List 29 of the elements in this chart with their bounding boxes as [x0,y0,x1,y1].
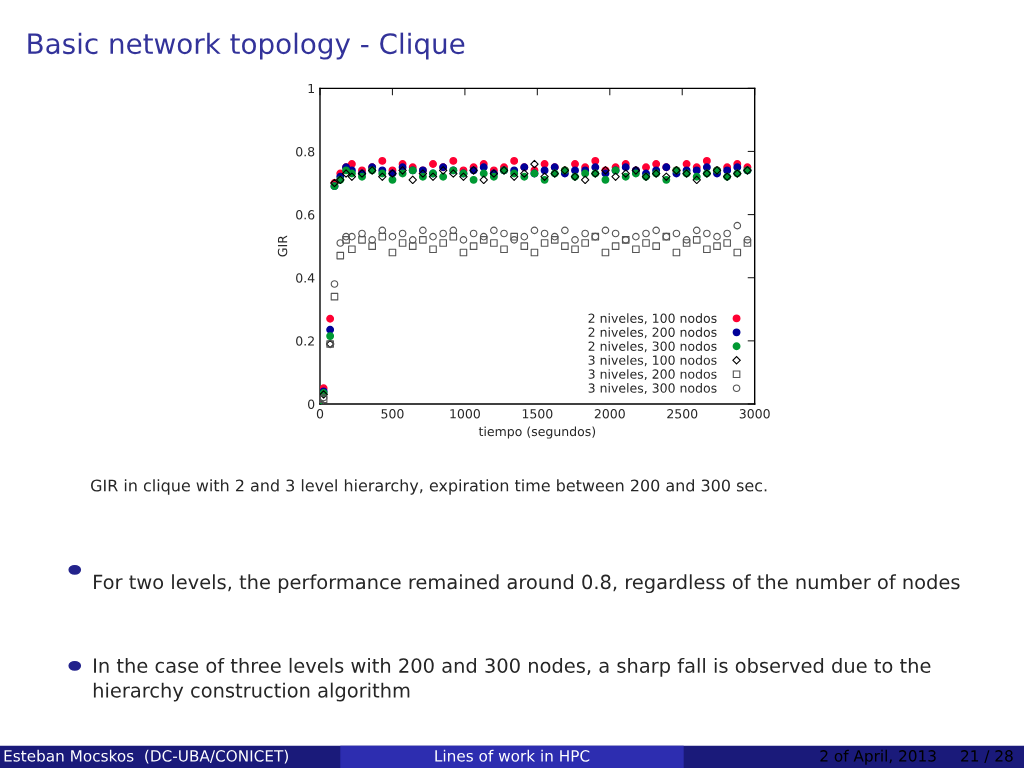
legend-label: 2 niveles, 200 nodos [588,327,717,339]
x-tick-label: 3000 [739,409,770,419]
y-tick-label: 0.4 [296,273,315,283]
legend-label: 2 niveles, 100 nodos [588,313,717,325]
y-axis-title: GIR [277,235,288,257]
x-tick-label: 1000 [450,409,480,419]
text: Lines of work in HPC [435,749,590,762]
text: Esteban Mocskos (DC-UBA/CONICET) [4,749,288,764]
text: In the case of three levels with 200 and 300 nodes, a sharp fall is observed due to the hierarchy construction algorithm [93,657,931,702]
x-tick-label: 1500 [522,409,553,419]
text: 2 of April, 2013 [820,749,936,765]
chart-title: Basic network topology - Clique [28,32,465,60]
x-tick-label: 500 [381,409,404,419]
x-axis-title: tiempo (segundos) [478,426,596,439]
x-tick-label: 2500 [667,409,698,419]
y-tick-label: 0.6 [296,210,315,220]
y-tick-label: 0.2 [296,336,314,346]
legend-label: 2 niveles, 300 nodos [588,341,717,353]
text: 21 / 28 [961,750,1013,763]
text: For two levels, the performance remained around 0.8, regardless of the number of nodes [94,574,960,594]
legend-label: 3 niveles, 200 nodos [588,369,717,381]
x-tick-label: 0 [316,409,324,419]
text: GIR in clique with 2 and 3 level hierarchy, expiration time between 200 and 300 sec. [91,479,767,495]
y-tick-label: 0.8 [296,146,315,157]
y-tick-label: 1 [308,83,314,94]
legend-label: 3 niveles, 100 nodos [588,355,717,367]
legend-label: 3 niveles, 300 nodos [588,383,717,395]
y-tick-label: 0 [308,399,315,409]
x-tick-label: 2000 [594,409,625,419]
